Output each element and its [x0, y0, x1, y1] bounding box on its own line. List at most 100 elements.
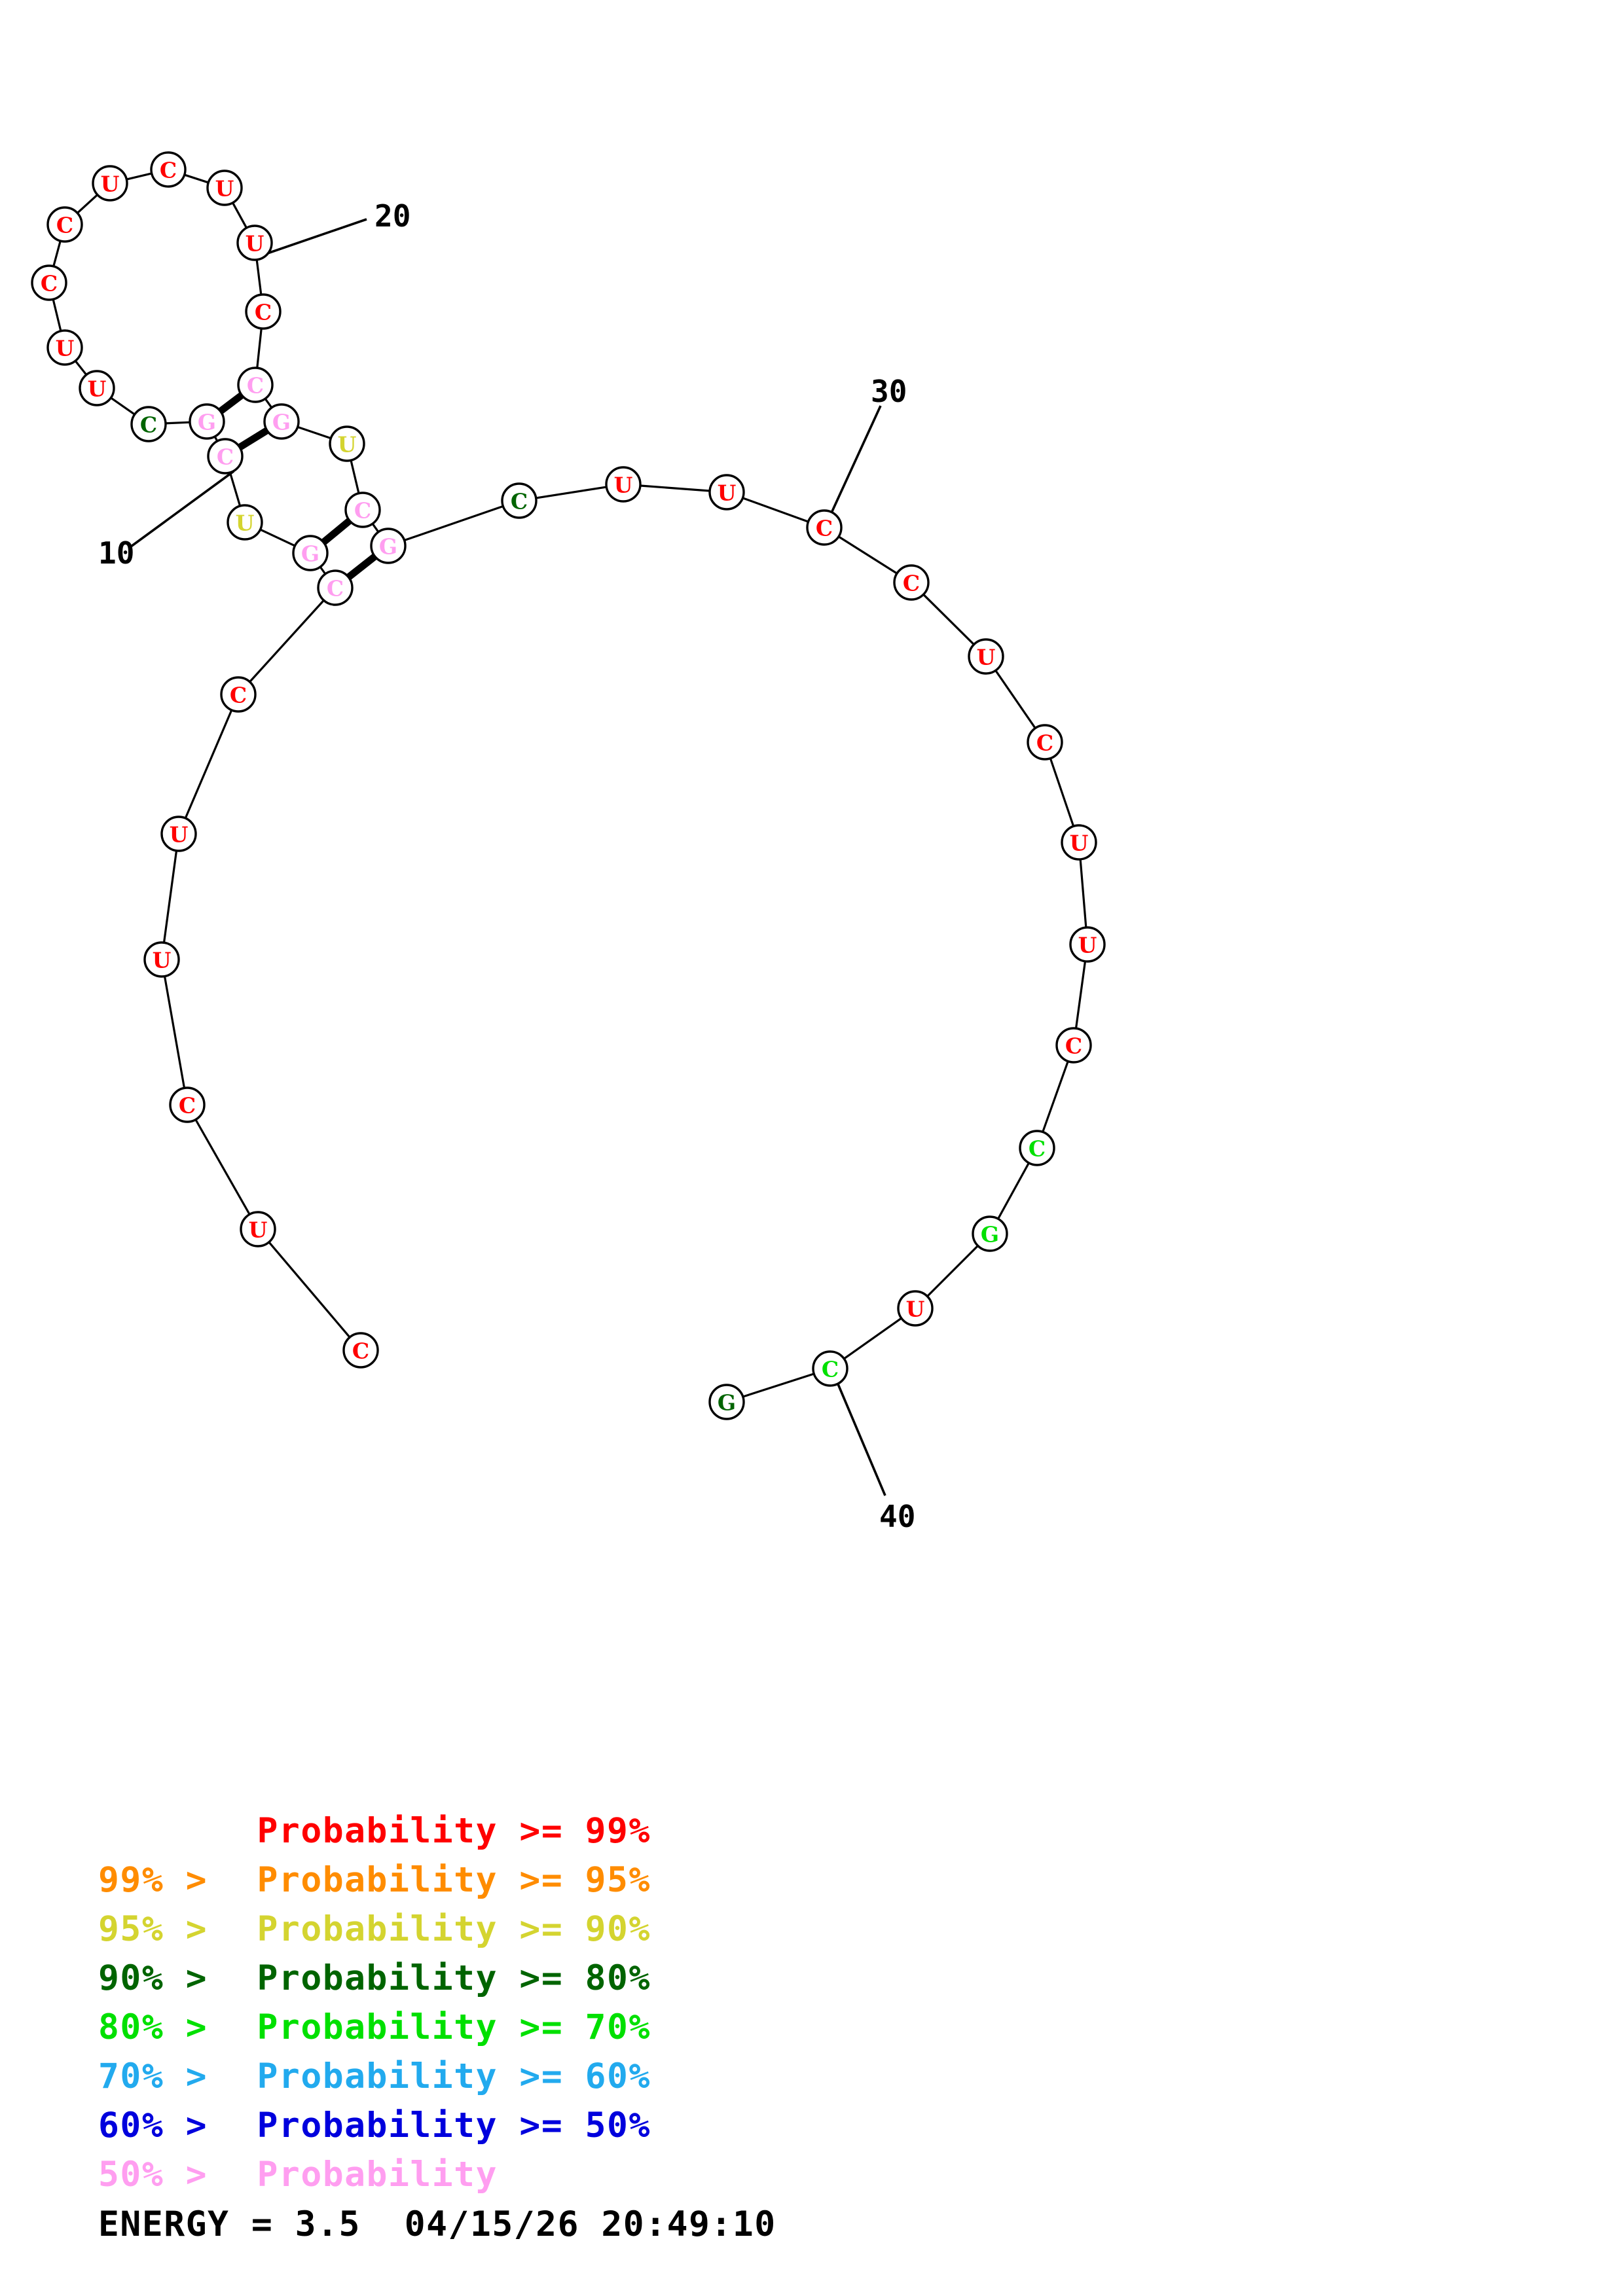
legend-row-text: Probability >= 70%	[257, 2007, 651, 2047]
legend-row-text: Probability >= 60%	[257, 2056, 651, 2096]
base-letter: C	[1065, 1033, 1082, 1059]
base-node[interactable]: C	[207, 438, 244, 475]
base-node[interactable]: U	[1061, 824, 1097, 861]
base-node[interactable]: C	[1055, 1027, 1092, 1064]
backbone-bond	[536, 486, 607, 499]
base-node[interactable]: C	[1027, 724, 1063, 761]
base-letter: C	[1036, 730, 1053, 756]
backbone-bond	[1074, 961, 1087, 1029]
base-letter: U	[718, 480, 737, 506]
backbone-bond	[1042, 1060, 1069, 1133]
base-node[interactable]: U	[92, 165, 128, 202]
backbone-bond	[371, 523, 380, 533]
base-node[interactable]: C	[812, 1350, 848, 1387]
base-node[interactable]: U	[329, 425, 365, 462]
base-node[interactable]: C	[501, 482, 538, 519]
base-node[interactable]: G	[708, 1384, 745, 1420]
base-node[interactable]: C	[245, 293, 282, 330]
base-node[interactable]: U	[897, 1290, 934, 1327]
base-node[interactable]: C	[317, 569, 354, 606]
legend-row-text: Probability >= 80%	[257, 1958, 651, 1998]
base-node[interactable]: C	[220, 676, 257, 713]
probability-legend: Probability >= 99% 99% > Probability >= 9…	[0, 1806, 1623, 2199]
leader-line-10	[130, 470, 235, 548]
base-node[interactable]: U	[227, 504, 263, 541]
backbone-bond	[232, 202, 247, 228]
base-circle	[206, 170, 243, 206]
base-circle	[708, 1384, 745, 1420]
base-node[interactable]: C	[893, 564, 930, 601]
position-number-label: 20	[374, 198, 410, 234]
backbone-bond	[256, 328, 263, 368]
base-pair-bond	[236, 426, 270, 452]
energy-footer: ENERGY = 3.5 04/15/26 20:49:10	[98, 2204, 776, 2244]
backbone-bond	[255, 259, 263, 295]
base-letter: C	[41, 271, 58, 296]
base-node[interactable]: U	[206, 170, 243, 206]
leader-line-20	[261, 218, 367, 257]
base-node[interactable]: U	[605, 466, 642, 503]
position-leader-lines	[130, 218, 886, 1496]
base-circle	[329, 425, 365, 462]
base-letter: C	[230, 683, 247, 708]
backbone-bond	[319, 566, 327, 575]
base-circle	[240, 1211, 276, 1247]
base-node[interactable]: G	[292, 535, 329, 571]
base-node[interactable]: G	[972, 1215, 1008, 1252]
base-node[interactable]: U	[708, 474, 745, 511]
base-node[interactable]: U	[143, 941, 180, 978]
base-letter: U	[170, 822, 189, 848]
base-circle	[79, 370, 115, 406]
base-node[interactable]: C	[806, 509, 843, 546]
base-letter: U	[338, 432, 357, 457]
base-node[interactable]: U	[1069, 926, 1106, 963]
base-circle	[605, 466, 642, 503]
base-letter: U	[236, 511, 255, 536]
base-letter: G	[981, 1222, 999, 1247]
base-node[interactable]: C	[237, 367, 274, 403]
base-circle	[812, 1350, 848, 1387]
base-letter: C	[217, 444, 234, 470]
base-letter: C	[179, 1093, 196, 1119]
base-node[interactable]: C	[1019, 1130, 1055, 1166]
backbone-bond	[926, 1245, 979, 1297]
base-circle	[1027, 724, 1063, 761]
base-circle	[92, 165, 128, 202]
base-node[interactable]: U	[79, 370, 115, 406]
base-node[interactable]: C	[344, 492, 381, 528]
base-node[interactable]: U	[160, 816, 197, 852]
backbone-bond	[297, 425, 331, 440]
base-node[interactable]: C	[150, 151, 187, 188]
base-circle	[169, 1086, 206, 1123]
base-circle	[897, 1290, 934, 1327]
base-node[interactable]: C	[31, 264, 67, 301]
base-circle	[46, 206, 83, 243]
base-node[interactable]: C	[342, 1332, 379, 1369]
base-letter: U	[249, 1217, 268, 1243]
base-node[interactable]: U	[968, 638, 1004, 675]
base-circle	[189, 403, 225, 440]
base-letter: C	[1029, 1136, 1046, 1162]
base-node[interactable]: U	[240, 1211, 276, 1247]
base-node[interactable]: G	[189, 403, 225, 440]
legend-row-lead: 60% >	[98, 2106, 230, 2145]
legend-row-lead: 50% >	[98, 2155, 230, 2195]
base-node[interactable]: C	[130, 406, 167, 442]
legend-row: Probability >= 99%	[0, 1806, 1623, 1856]
base-node[interactable]: U	[46, 329, 83, 366]
backbone-bond	[843, 1317, 902, 1360]
base-node[interactable]: C	[46, 206, 83, 243]
base-pair-bond	[345, 552, 378, 581]
base-node[interactable]: G	[263, 403, 300, 440]
base-circle	[245, 293, 282, 330]
base-node[interactable]: G	[370, 528, 407, 564]
legend-row-text: Probability >= 95%	[257, 1860, 651, 1900]
base-node[interactable]: C	[169, 1086, 206, 1123]
base-node[interactable]: U	[236, 224, 273, 261]
base-letter: C	[255, 300, 272, 325]
base-circle	[130, 406, 167, 442]
base-circle	[1019, 1130, 1055, 1166]
base-letter: C	[354, 498, 371, 524]
base-circle	[1055, 1027, 1092, 1064]
base-letter: G	[379, 534, 397, 560]
